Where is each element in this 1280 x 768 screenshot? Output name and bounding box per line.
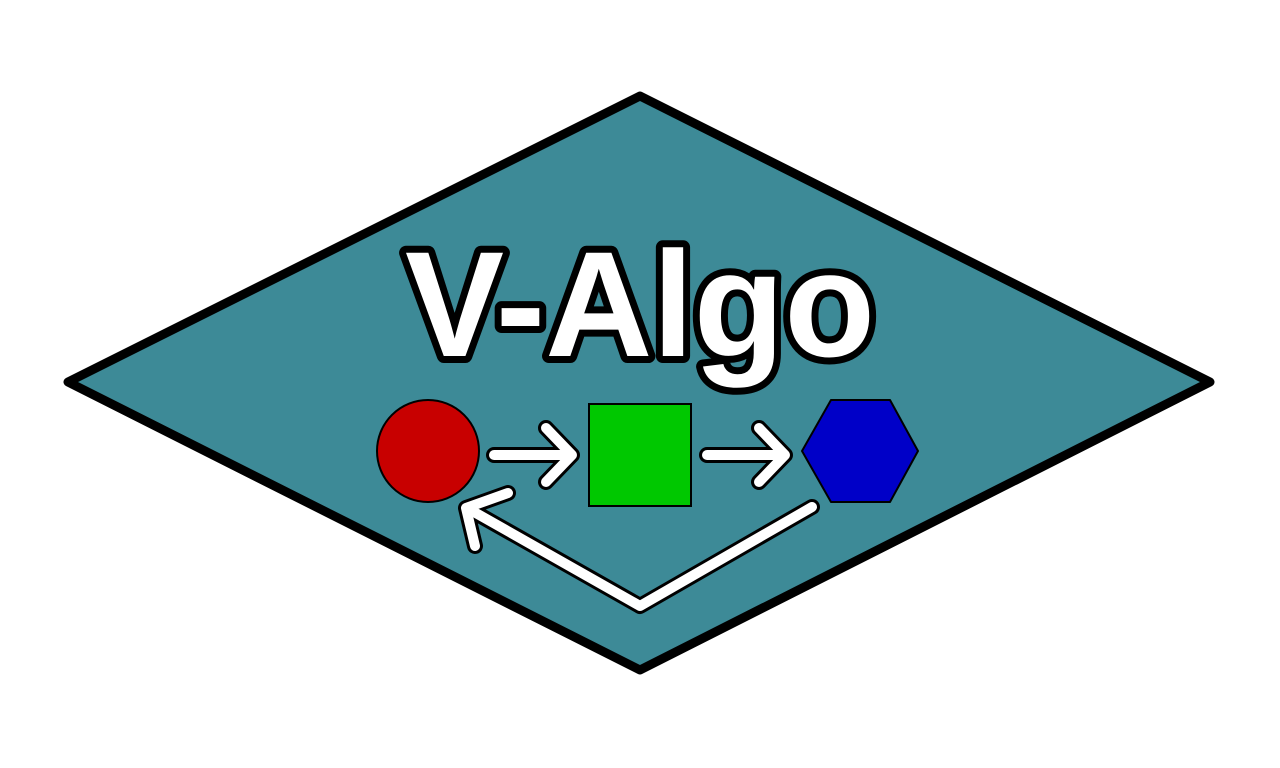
hexagon-to-circle-return-arrow	[458, 485, 820, 614]
diamond-shape	[63, 91, 1215, 675]
blue-hexagon-icon	[801, 399, 919, 503]
red-circle-icon	[376, 399, 480, 503]
circle-to-square-arrow	[486, 420, 580, 490]
green-square-icon	[588, 403, 692, 507]
square-to-hexagon-arrow	[699, 420, 793, 490]
logo-title: V-Algo	[405, 220, 875, 388]
